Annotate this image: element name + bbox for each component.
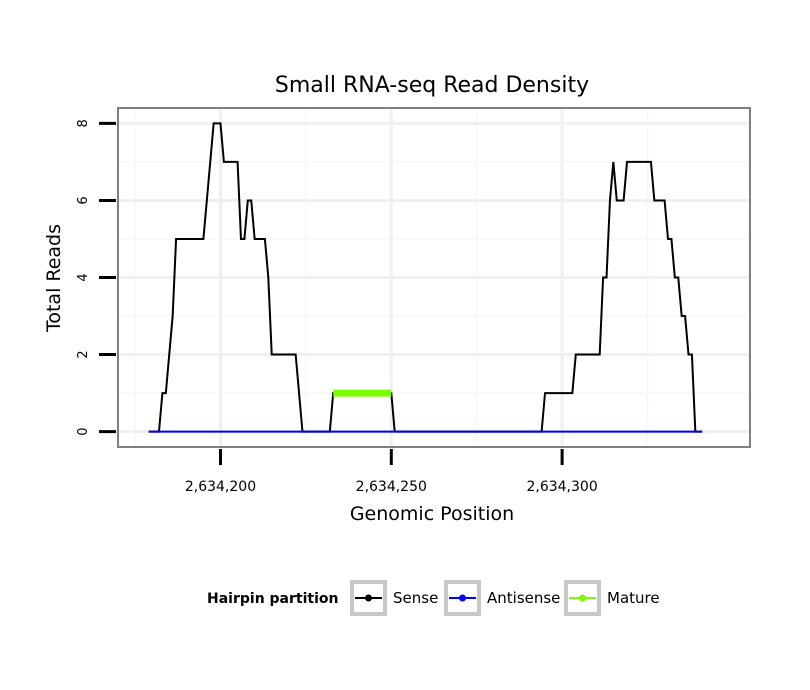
plot-border (117, 107, 751, 448)
x-tick-label: 2,634,200 (185, 479, 256, 495)
chart-title: Small RNA-seq Read Density (275, 73, 589, 98)
x-tick-label: 2,634,300 (526, 479, 597, 495)
y-tick-label: 0 (76, 427, 91, 435)
y-axis-label: Total Reads (43, 224, 65, 333)
legend-title: Hairpin partition (207, 591, 338, 607)
y-tick-label: 4 (76, 273, 91, 281)
y-tick-label: 6 (76, 196, 91, 204)
legend-key-dot (459, 594, 466, 602)
legend-key-dot (579, 594, 586, 602)
x-axis-label: Genomic Position (350, 503, 514, 525)
y-tick-label: 8 (76, 119, 91, 127)
legend: Hairpin partition Sense Antisense Mature (207, 580, 660, 616)
y-tick-label: 2 (76, 350, 91, 358)
axes: 2,634,200 2,634,250 2,634,300 0 2 4 6 8 (76, 119, 598, 495)
legend-label: Antisense (487, 589, 560, 607)
series-lines (148, 122, 703, 433)
legend-key-dot (365, 594, 372, 602)
x-tick-label: 2,634,250 (356, 479, 427, 495)
legend-label: Sense (393, 589, 438, 607)
legend-label: Mature (607, 589, 660, 607)
